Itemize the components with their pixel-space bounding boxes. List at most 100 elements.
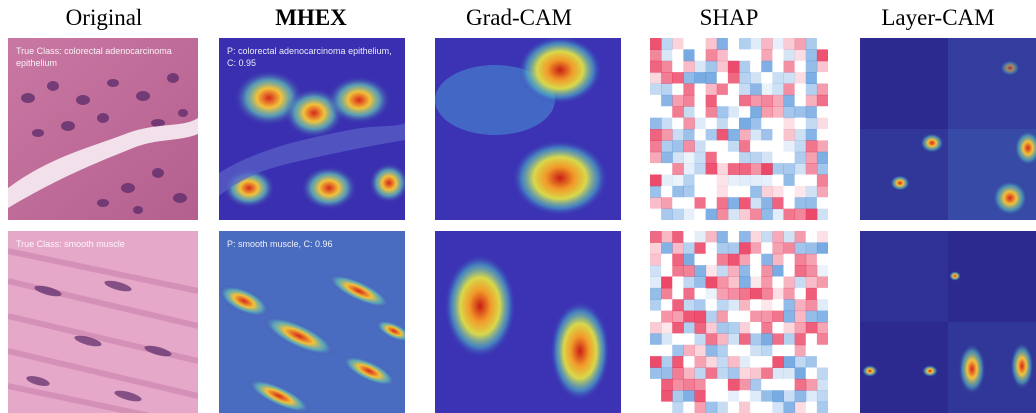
shap-cell bbox=[750, 390, 762, 403]
shap-cell bbox=[705, 276, 718, 289]
shap-map-row2 bbox=[650, 231, 828, 413]
shap-cell bbox=[661, 367, 673, 380]
shap-cell bbox=[739, 163, 751, 176]
shap-cell bbox=[661, 265, 673, 278]
shap-cell bbox=[772, 344, 785, 357]
shap-cell bbox=[716, 117, 729, 130]
prediction-label: P: smooth muscle, C: 0.96 bbox=[227, 239, 333, 249]
shap-cell bbox=[772, 129, 785, 141]
shap-cell bbox=[716, 185, 729, 198]
tissue-image bbox=[8, 38, 198, 220]
shap-cell bbox=[672, 72, 684, 85]
shap-cell bbox=[694, 174, 707, 187]
shap-cell bbox=[794, 356, 807, 369]
shap-cell bbox=[739, 129, 751, 141]
heatmap-overlay bbox=[435, 231, 621, 413]
shap-cell bbox=[683, 265, 696, 278]
shap-cell bbox=[739, 344, 751, 357]
shap-cell bbox=[816, 49, 828, 62]
shap-cell bbox=[816, 322, 828, 334]
shap-cell bbox=[739, 310, 751, 323]
shap-cell bbox=[794, 276, 807, 289]
shap-cell bbox=[650, 276, 662, 289]
shap-cell bbox=[794, 151, 807, 164]
shap-cell bbox=[650, 163, 662, 176]
shap-cell bbox=[761, 333, 773, 346]
shap-cell bbox=[739, 174, 751, 187]
shap-cell bbox=[727, 197, 740, 210]
shap-cell bbox=[661, 151, 673, 164]
shap-cell bbox=[783, 38, 796, 50]
shap-cell bbox=[816, 38, 828, 50]
shap-cell bbox=[694, 253, 707, 266]
shap-cell bbox=[761, 140, 773, 153]
shap-cell bbox=[683, 72, 696, 85]
shap-cell bbox=[794, 208, 807, 220]
shap-cell bbox=[783, 83, 796, 96]
prediction-label: P: colorectal adenocarcinoma epithelium,… bbox=[227, 46, 392, 68]
column-title-gradcam: Grad-CAM bbox=[465, 5, 573, 30]
shap-cell bbox=[705, 287, 718, 300]
shap-cell bbox=[672, 140, 684, 153]
shap-cell bbox=[816, 310, 828, 323]
shap-cell bbox=[716, 401, 729, 413]
shap-cell bbox=[694, 299, 707, 312]
tissue-image bbox=[8, 231, 198, 413]
shap-cell bbox=[672, 208, 684, 220]
shap-cell bbox=[672, 276, 684, 289]
shap-cell bbox=[716, 390, 729, 403]
shap-cell bbox=[750, 367, 762, 380]
shap-cell bbox=[650, 197, 662, 210]
shap-cell bbox=[683, 390, 696, 403]
shap-cell bbox=[805, 253, 818, 266]
shap-cell bbox=[772, 299, 785, 312]
shap-cell bbox=[772, 140, 785, 153]
shap-cell bbox=[716, 344, 729, 357]
shap-cell bbox=[727, 299, 740, 312]
shap-cell bbox=[672, 174, 684, 187]
shap-cell bbox=[727, 310, 740, 323]
shap-cell bbox=[750, 344, 762, 357]
shap-cell bbox=[727, 140, 740, 153]
shap-cell bbox=[683, 356, 696, 369]
shap-cell bbox=[716, 83, 729, 96]
shap-cell bbox=[761, 151, 773, 164]
shap-cell bbox=[794, 117, 807, 130]
shap-cell bbox=[683, 163, 696, 176]
shap-cell bbox=[772, 60, 785, 73]
shap-cell bbox=[816, 356, 828, 369]
shap-cell bbox=[816, 197, 828, 210]
shap-cell bbox=[750, 185, 762, 198]
shap-cell bbox=[772, 72, 785, 85]
shap-cell bbox=[661, 185, 673, 198]
shap-cell bbox=[761, 117, 773, 130]
shap-cell bbox=[672, 197, 684, 210]
shap-cell bbox=[683, 174, 696, 187]
shap-cell bbox=[694, 60, 707, 73]
shap-cell bbox=[683, 38, 696, 50]
shap-cell bbox=[716, 378, 729, 391]
shap-cell bbox=[705, 390, 718, 403]
shap-cell bbox=[650, 151, 662, 164]
shap-cell bbox=[672, 94, 684, 107]
shap-cell bbox=[661, 401, 673, 413]
shap-cell bbox=[783, 265, 796, 278]
shap-cell bbox=[716, 60, 729, 73]
shap-cell bbox=[694, 49, 707, 62]
shap-cell bbox=[661, 129, 673, 141]
shap-cell bbox=[661, 163, 673, 176]
shap-cell bbox=[650, 242, 662, 255]
shap-cell bbox=[783, 49, 796, 62]
shap-cell bbox=[783, 140, 796, 153]
shap-cell bbox=[794, 94, 807, 107]
shap-cell bbox=[805, 378, 818, 391]
shap-cell bbox=[739, 390, 751, 403]
shap-cell bbox=[705, 208, 718, 220]
heatmap-overlay bbox=[860, 38, 1036, 220]
shap-cell bbox=[727, 60, 740, 73]
shap-cell bbox=[727, 49, 740, 62]
shap-cell bbox=[783, 276, 796, 289]
shap-cell bbox=[716, 49, 729, 62]
shap-cell bbox=[750, 60, 762, 73]
shap-cell bbox=[683, 94, 696, 107]
